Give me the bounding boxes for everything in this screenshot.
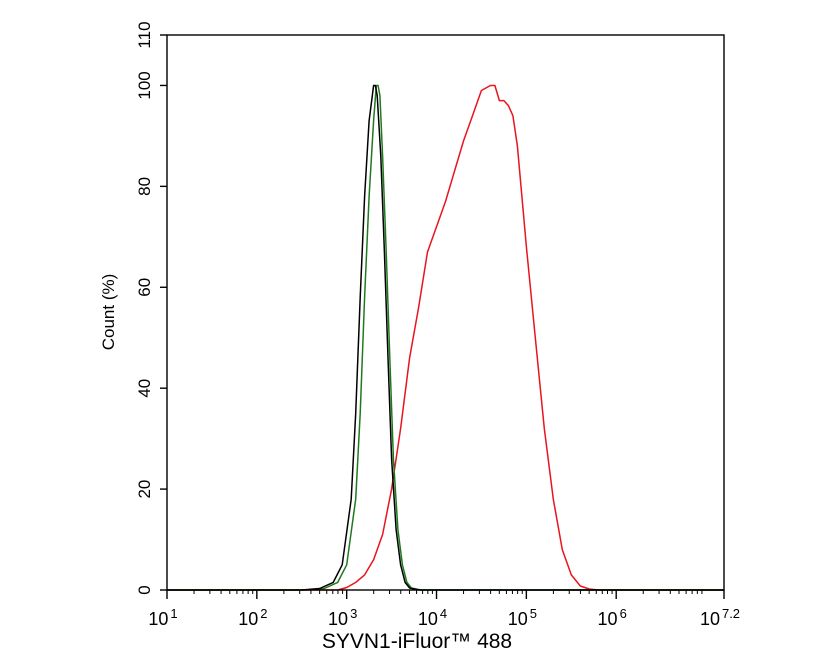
x-tick-label: 10 1: [148, 606, 177, 629]
x-axis-label: SYVN1-iFluor™ 488: [322, 630, 512, 653]
x-tick-label: 10 2: [238, 606, 267, 629]
series-layer: [167, 84, 724, 591]
y-tick-label: 60: [135, 278, 154, 297]
x-tick-label: 10 4: [418, 606, 447, 629]
y-axis-label: Count (%): [99, 274, 118, 351]
y-tick-label: 20: [135, 480, 154, 499]
y-tick-label: 0: [135, 585, 154, 594]
series-line-1: [167, 84, 724, 591]
plot-frame: [166, 34, 725, 591]
y-axis: 0 20 40 60 80 100 110: [135, 21, 167, 595]
y-tick-label: 40: [135, 379, 154, 398]
x-tick-label: 10 7.2: [700, 606, 740, 629]
series-line-2: [167, 84, 724, 591]
x-tick-label: 10 3: [328, 606, 357, 629]
x-tick-label: 10 5: [508, 606, 537, 629]
y-tick-label: 80: [135, 177, 154, 196]
y-tick-label: 110: [135, 21, 154, 48]
x-tick-label: 10 6: [598, 606, 627, 629]
y-tick-label: 100: [135, 71, 154, 99]
x-axis: 10 1 10 2 10 3 10 4 10 5 10 6 10 7.2: [148, 590, 740, 629]
series-line-3: [167, 84, 724, 591]
